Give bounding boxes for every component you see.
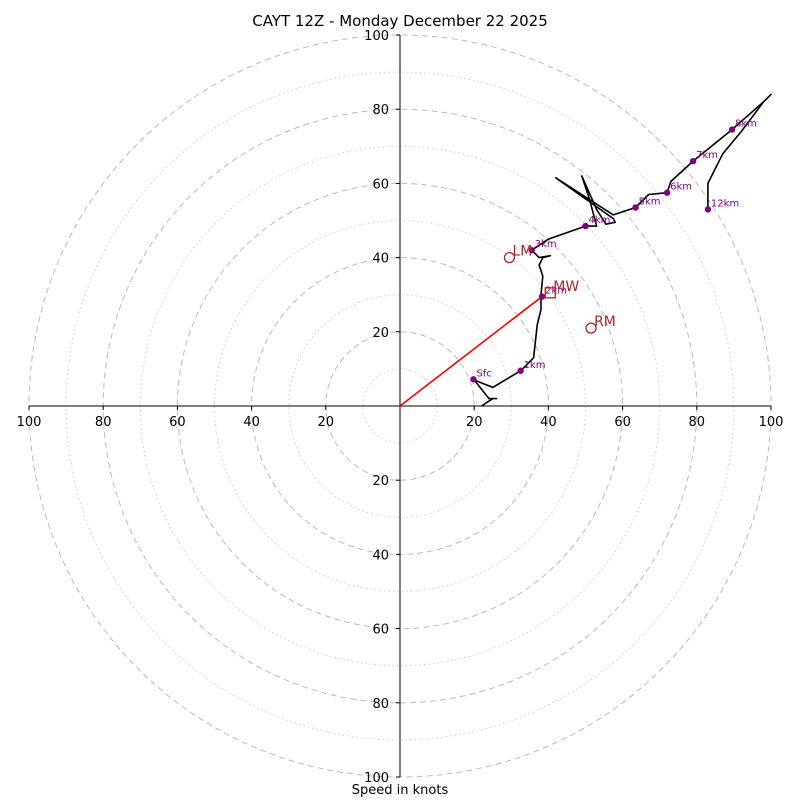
y-tick-down-60: 60 — [372, 623, 389, 638]
height-label-5km: 5km — [639, 197, 661, 208]
shear-vector-layer — [399, 295, 543, 407]
x-tick-left-100: 100 — [17, 415, 42, 430]
y-tick-up-80: 80 — [372, 103, 389, 118]
y-tick-down-20: 20 — [372, 474, 389, 489]
height-label-2km: 2km — [545, 286, 567, 297]
x-tick-right-80: 80 — [689, 415, 706, 430]
x-tick-left-60: 60 — [169, 415, 186, 430]
height-marker-7km — [689, 157, 697, 165]
y-tick-down-40: 40 — [372, 548, 389, 563]
height-marker-3km — [528, 246, 535, 254]
height-label-12km: 12km — [711, 198, 739, 209]
height-label-4km: 4km — [589, 215, 611, 226]
height-marker-5km — [632, 204, 639, 211]
x-axis-label: Speed in knots — [351, 783, 449, 798]
height-marker-6km — [663, 189, 671, 196]
y-tick-up-100: 100 — [364, 29, 389, 44]
height-label-7km: 7km — [696, 150, 718, 161]
x-tick-right-20: 20 — [466, 415, 483, 430]
x-tick-left-40: 40 — [243, 415, 260, 430]
storm-motion-label-MW: MW — [553, 279, 579, 295]
x-tick-right-100: 100 — [759, 415, 784, 430]
height-marker-12km — [704, 206, 712, 213]
storm-motion-MW — [544, 287, 556, 299]
height-markers-layer: Sfc 1km 2km 3km 4km 5km 6km 7km 8km 12km — [470, 119, 757, 383]
storm-motion-LM — [503, 251, 516, 264]
x-tick-left-20: 20 — [318, 415, 335, 430]
height-label-1km: 1km — [524, 360, 546, 371]
chart-title: CAYT 12Z - Monday December 22 2025 — [252, 12, 548, 30]
height-marker-4km — [582, 222, 589, 230]
height-label-6km: 6km — [670, 182, 692, 193]
height-marker-1km — [517, 367, 524, 374]
tick-labels: 20 20 20 20 40 40 40 40 60 60 60 60 80 80 80 80 100 100 10… — [17, 29, 784, 786]
height-label-Sfc: Sfc — [476, 368, 491, 379]
y-tick-up-40: 40 — [372, 252, 389, 267]
shear-vector-line — [399, 295, 543, 407]
y-tick-down-80: 80 — [372, 697, 389, 712]
y-tick-down-100: 100 — [364, 771, 389, 786]
x-tick-left-80: 80 — [95, 415, 112, 430]
y-tick-up-20: 20 — [372, 326, 389, 341]
storm-motion-label-RM: RM — [594, 314, 616, 330]
storm-motion-layer: LM RM MW — [503, 244, 616, 334]
storm-motion-RM — [585, 322, 597, 334]
y-tick-up-60: 60 — [372, 177, 389, 192]
x-tick-right-40: 40 — [540, 415, 557, 430]
height-marker-2km — [538, 293, 546, 300]
storm-motion-label-LM: LM — [512, 244, 532, 260]
height-marker-Sfc — [470, 376, 477, 383]
height-marker-8km — [728, 126, 736, 133]
height-label-3km: 3km — [535, 239, 557, 250]
height-label-8km: 8km — [735, 119, 757, 130]
x-tick-right-60: 60 — [614, 415, 631, 430]
